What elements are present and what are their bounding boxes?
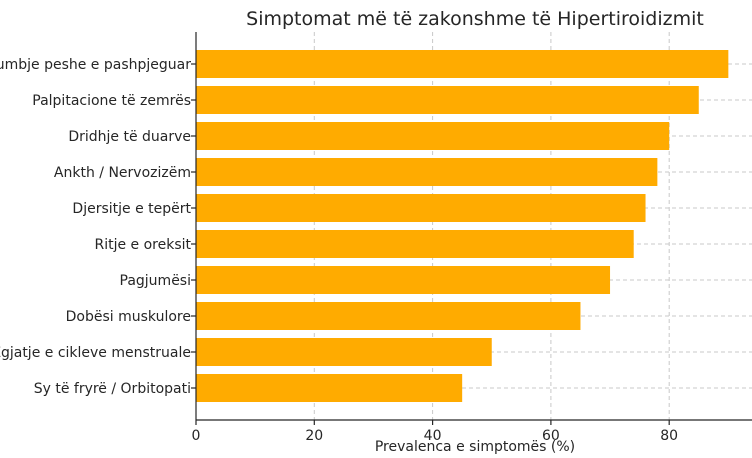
bar (196, 230, 634, 258)
x-tick-labels: 0 20 40 60 80 (192, 420, 678, 444)
bar (196, 302, 581, 330)
x-tick-label: 20 (305, 428, 323, 444)
category-label: Humbje peshe e pashpjeguar (0, 57, 191, 73)
category-label: Djersitje e tepërt (72, 201, 191, 217)
x-tick-label: 80 (660, 428, 678, 444)
bar (196, 158, 658, 186)
bar (196, 338, 492, 366)
category-label: Zgjatje e cikleve menstruale (0, 345, 191, 361)
bars (196, 50, 729, 402)
bar (196, 122, 670, 150)
bar (196, 374, 463, 402)
bar (196, 86, 699, 114)
bar (196, 194, 646, 222)
category-labels: Humbje peshe e pashpjeguar Palpitacione t… (0, 57, 196, 397)
bar (196, 266, 611, 294)
category-label: Sy të fryrë / Orbitopati (34, 381, 191, 397)
category-label: Palpitacione të zemrës (32, 93, 191, 109)
x-axis-label: Prevalenca e simptomës (%) (375, 439, 575, 455)
category-label: Ritje e oreksit (94, 237, 191, 253)
x-tick-label: 60 (542, 428, 560, 444)
chart-title: Simptomat më të zakonshme të Hipertiroid… (246, 8, 704, 30)
category-label: Ankth / Nervozizëm (54, 165, 191, 181)
category-label: Pagjumësi (120, 273, 191, 289)
x-tick-label: 40 (424, 428, 442, 444)
bar (196, 50, 729, 78)
category-label: Dridhje të duarve (68, 129, 191, 145)
category-label: Dobësi muskulore (66, 309, 191, 325)
axes-spines (195, 32, 752, 421)
x-tick-label: 0 (192, 428, 201, 444)
